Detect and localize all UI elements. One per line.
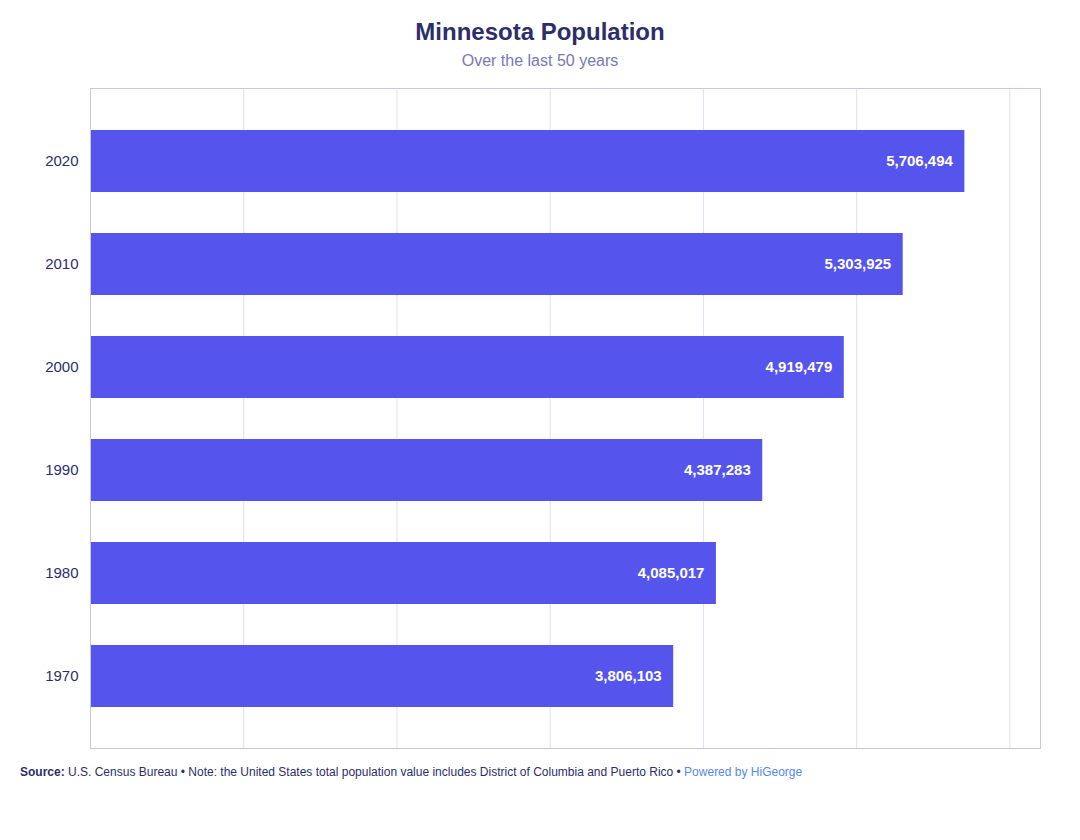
svg-text:3,806,103: 3,806,103 [595, 667, 662, 684]
svg-text:4,387,283: 4,387,283 [684, 461, 751, 478]
svg-text:1970: 1970 [45, 667, 78, 684]
svg-text:4,085,017: 4,085,017 [638, 564, 705, 581]
svg-text:5,706,494: 5,706,494 [886, 152, 953, 169]
svg-text:2000: 2000 [45, 358, 78, 375]
svg-text:1980: 1980 [45, 564, 78, 581]
html-text:Over the last 50 years: Over the last 50 years [461, 52, 619, 69]
svg-text:2020: 2020 [45, 152, 78, 169]
svg-text:4,919,479: 4,919,479 [766, 358, 833, 375]
html-text:Source: U.S. Census Bureau • N: Source: U.S. Census Bureau • Note: the U… [20, 765, 803, 779]
html-text:Minnesota Population: Minnesota Population [415, 18, 665, 45]
svg-text:2010: 2010 [45, 255, 78, 272]
svg-text:5,303,925: 5,303,925 [824, 255, 891, 272]
svg-text:1990: 1990 [45, 461, 78, 478]
